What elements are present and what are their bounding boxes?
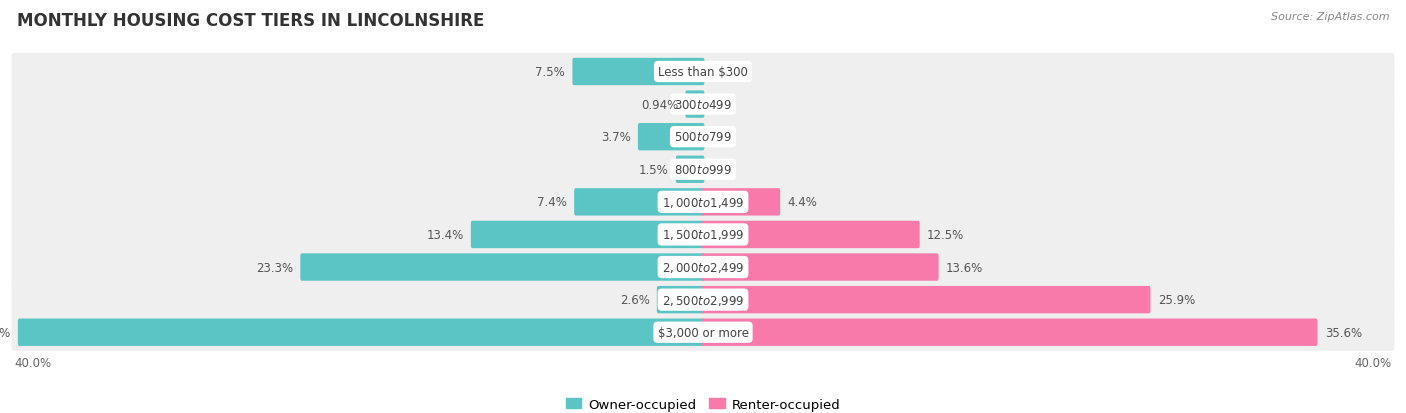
Text: $800 to $999: $800 to $999 xyxy=(673,164,733,176)
FancyBboxPatch shape xyxy=(11,249,1395,286)
FancyBboxPatch shape xyxy=(702,319,1317,346)
FancyBboxPatch shape xyxy=(702,254,939,281)
Text: $500 to $799: $500 to $799 xyxy=(673,131,733,144)
Text: 40.0%: 40.0% xyxy=(14,356,51,369)
FancyBboxPatch shape xyxy=(471,221,704,249)
Text: $1,000 to $1,499: $1,000 to $1,499 xyxy=(662,195,744,209)
Text: $2,000 to $2,499: $2,000 to $2,499 xyxy=(662,261,744,274)
FancyBboxPatch shape xyxy=(11,314,1395,351)
FancyBboxPatch shape xyxy=(702,189,780,216)
Text: 3.7%: 3.7% xyxy=(600,131,631,144)
FancyBboxPatch shape xyxy=(11,86,1395,123)
Text: MONTHLY HOUSING COST TIERS IN LINCOLNSHIRE: MONTHLY HOUSING COST TIERS IN LINCOLNSHI… xyxy=(17,12,484,30)
Text: 0.94%: 0.94% xyxy=(641,98,678,112)
FancyBboxPatch shape xyxy=(638,123,704,151)
Text: 13.6%: 13.6% xyxy=(946,261,983,274)
FancyBboxPatch shape xyxy=(18,319,704,346)
Text: 7.5%: 7.5% xyxy=(536,66,565,79)
FancyBboxPatch shape xyxy=(11,119,1395,156)
FancyBboxPatch shape xyxy=(657,286,704,313)
FancyBboxPatch shape xyxy=(574,189,704,216)
FancyBboxPatch shape xyxy=(676,156,704,183)
Text: 4.4%: 4.4% xyxy=(787,196,817,209)
Text: 13.4%: 13.4% xyxy=(426,228,464,241)
Text: 12.5%: 12.5% xyxy=(927,228,965,241)
Text: 1.5%: 1.5% xyxy=(638,164,669,176)
FancyBboxPatch shape xyxy=(11,184,1395,221)
Text: $3,000 or more: $3,000 or more xyxy=(658,326,748,339)
Text: 25.9%: 25.9% xyxy=(1157,293,1195,306)
FancyBboxPatch shape xyxy=(11,54,1395,91)
Text: $1,500 to $1,999: $1,500 to $1,999 xyxy=(662,228,744,242)
Text: 40.0%: 40.0% xyxy=(1355,356,1392,369)
Text: Less than $300: Less than $300 xyxy=(658,66,748,79)
FancyBboxPatch shape xyxy=(702,286,1150,313)
FancyBboxPatch shape xyxy=(11,151,1395,188)
Text: $2,500 to $2,999: $2,500 to $2,999 xyxy=(662,293,744,307)
Text: 35.6%: 35.6% xyxy=(1324,326,1362,339)
Text: 23.3%: 23.3% xyxy=(256,261,292,274)
Legend: Owner-occupied, Renter-occupied: Owner-occupied, Renter-occupied xyxy=(560,392,846,413)
Text: 39.7%: 39.7% xyxy=(0,326,11,339)
FancyBboxPatch shape xyxy=(301,254,704,281)
FancyBboxPatch shape xyxy=(686,91,704,119)
FancyBboxPatch shape xyxy=(11,281,1395,318)
FancyBboxPatch shape xyxy=(702,221,920,249)
Text: $300 to $499: $300 to $499 xyxy=(673,98,733,112)
FancyBboxPatch shape xyxy=(572,59,704,86)
Text: Source: ZipAtlas.com: Source: ZipAtlas.com xyxy=(1271,12,1389,22)
Text: 2.6%: 2.6% xyxy=(620,293,650,306)
Text: 7.4%: 7.4% xyxy=(537,196,567,209)
FancyBboxPatch shape xyxy=(11,216,1395,254)
